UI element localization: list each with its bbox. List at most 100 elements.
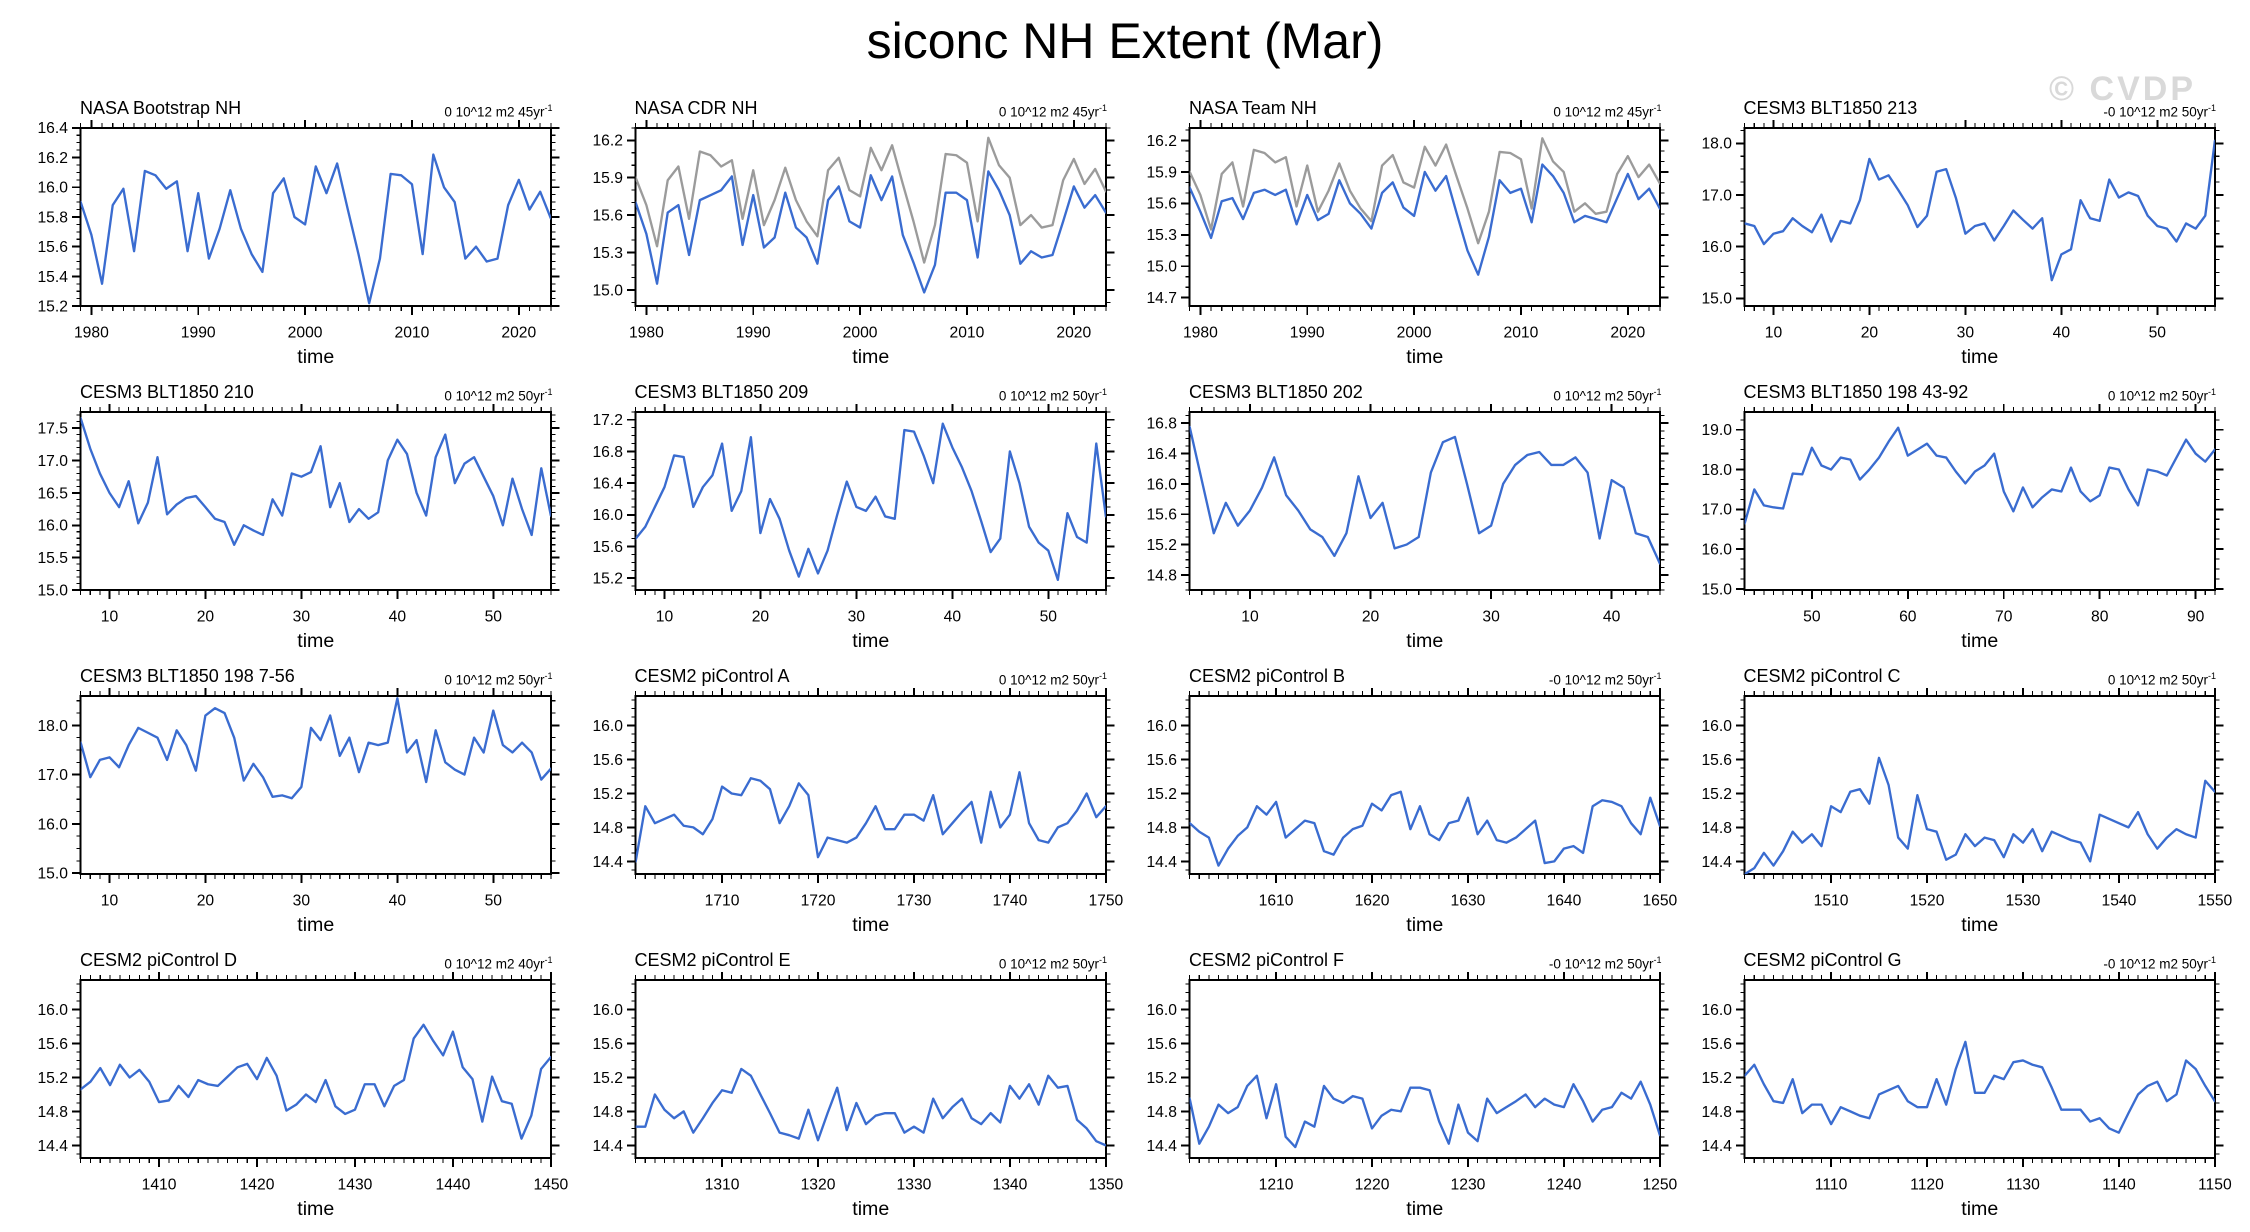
x-tick-label: 1710 bbox=[704, 892, 739, 909]
trend-annotation: 0 10^12 m2 50yr-1 bbox=[1553, 387, 1661, 404]
y-tick-label: 15.0 bbox=[37, 582, 68, 599]
x-tick-label: 1310 bbox=[704, 1176, 739, 1193]
y-tick-label: 16.0 bbox=[592, 507, 623, 524]
x-axis-label: time bbox=[1406, 1198, 1443, 1220]
page-header: siconc NH Extent (Mar) © CVDP bbox=[0, 0, 2250, 108]
panel-chart: 14.4 14.8 15.2 15.6 16.0 1510 1520 1530 1540 1550… bbox=[1701, 688, 2232, 936]
panel-header: CESM3 BLT1850 209 0 10^12 m2 50yr-1 bbox=[573, 378, 1124, 404]
y-tick-label: 14.4 bbox=[1701, 854, 1732, 871]
x-tick-label: 40 bbox=[1603, 608, 1621, 625]
panel-chart: 15.0 16.0 17.0 18.0 10 20 30 40 50 time bbox=[37, 688, 560, 936]
y-tick-label: 16.0 bbox=[1701, 1002, 1732, 1019]
x-axis-label: time bbox=[852, 346, 889, 368]
y-tick-label: 15.3 bbox=[592, 245, 623, 262]
x-tick-label: 10 bbox=[101, 892, 119, 909]
y-tick-label: 15.6 bbox=[1146, 507, 1177, 524]
trend-annotation: 0 10^12 m2 50yr-1 bbox=[999, 671, 1107, 688]
trend-annotation: -0 10^12 m2 50yr-1 bbox=[2103, 955, 2216, 972]
data-line bbox=[80, 417, 551, 546]
panel-title: CESM3 BLT1850 198 7-56 bbox=[80, 666, 295, 686]
trend-exponent: -1 bbox=[1098, 102, 1107, 113]
panel-title: CESM2 piControl E bbox=[634, 950, 791, 970]
data-line bbox=[80, 1023, 551, 1140]
x-tick-label: 1990 bbox=[181, 324, 216, 341]
data-line bbox=[1744, 756, 2215, 875]
trend-annotation: -0 10^12 m2 50yr-1 bbox=[1549, 671, 1662, 688]
data-line bbox=[80, 697, 551, 800]
y-tick-label: 15.6 bbox=[37, 1036, 68, 1053]
chart-panel: CESM2 piControl B -0 10^12 m2 50yr-1 14.4 1… bbox=[1127, 662, 1677, 946]
x-tick-label: 2010 bbox=[395, 324, 430, 341]
y-tick-label: 14.4 bbox=[592, 1138, 623, 1155]
x-axis-label: time bbox=[1406, 346, 1443, 368]
x-tick-label: 1610 bbox=[1259, 892, 1294, 909]
x-axis-label: time bbox=[852, 914, 889, 936]
x-tick-label: 20 bbox=[1362, 608, 1380, 625]
trend-text: 0 10^12 m2 50yr bbox=[2107, 672, 2208, 687]
data-line bbox=[1189, 1074, 1660, 1149]
panel-title: CESM3 BLT1850 198 43-92 bbox=[1743, 382, 1969, 402]
x-axis-label: time bbox=[297, 630, 334, 652]
x-axis-label: time bbox=[1961, 630, 1998, 652]
x-tick-label: 1510 bbox=[1813, 892, 1848, 909]
x-tick-label: 1230 bbox=[1451, 1176, 1486, 1193]
y-tick-label: 16.0 bbox=[592, 1002, 623, 1019]
trend-exponent: -1 bbox=[2207, 102, 2216, 113]
x-tick-label: 50 bbox=[1803, 608, 1821, 625]
x-tick-label: 1630 bbox=[1451, 892, 1486, 909]
x-tick-label: 60 bbox=[1899, 608, 1917, 625]
plot-frame bbox=[634, 126, 1107, 308]
x-tick-label: 1980 bbox=[628, 324, 663, 341]
x-tick-label: 1240 bbox=[1546, 1176, 1581, 1193]
panel-title: NASA CDR NH bbox=[634, 98, 758, 118]
panel-header: CESM3 BLT1850 202 0 10^12 m2 50yr-1 bbox=[1127, 378, 1678, 404]
panel-title: CESM2 piControl C bbox=[1743, 666, 1901, 686]
x-tick-label: 80 bbox=[2091, 608, 2109, 625]
y-tick-label: 15.6 bbox=[1146, 196, 1177, 213]
panel-title: CESM3 BLT1850 213 bbox=[1743, 98, 1918, 118]
trend-exponent: -1 bbox=[1098, 954, 1107, 965]
trend-exponent: -1 bbox=[2207, 954, 2216, 965]
trend-annotation: 0 10^12 m2 50yr-1 bbox=[444, 671, 552, 688]
panel-chart: 15.0 16.0 17.0 18.0 10 20 30 40 50 time bbox=[1701, 120, 2224, 368]
x-tick-label: 1520 bbox=[1909, 892, 1944, 909]
y-tick-label: 17.0 bbox=[37, 453, 68, 470]
major-ticks bbox=[626, 120, 1115, 315]
x-tick-label: 1350 bbox=[1088, 1176, 1123, 1193]
page-title: siconc NH Extent (Mar) bbox=[866, 13, 1384, 69]
x-tick-label: 30 bbox=[1482, 608, 1500, 625]
y-tick-label: 15.6 bbox=[592, 539, 623, 556]
x-tick-label: 20 bbox=[197, 892, 215, 909]
y-tick-label: 17.2 bbox=[592, 412, 622, 429]
y-tick-label: 14.4 bbox=[37, 1138, 68, 1155]
plot-frame bbox=[1188, 978, 1661, 1160]
x-tick-label: 50 bbox=[485, 892, 503, 909]
minor-ticks bbox=[630, 690, 1110, 880]
x-axis-label: time bbox=[852, 630, 889, 652]
major-ticks bbox=[71, 972, 560, 1167]
y-tick-label: 14.8 bbox=[1146, 567, 1177, 584]
panel-header: CESM2 piControl C 0 10^12 m2 50yr-1 bbox=[1682, 662, 2233, 688]
y-tick-label: 16.0 bbox=[1701, 239, 1732, 256]
y-tick-label: 17.0 bbox=[1701, 502, 1732, 519]
trend-exponent: -1 bbox=[1098, 670, 1107, 681]
y-tick-label: 16.4 bbox=[592, 476, 623, 493]
y-tick-label: 15.6 bbox=[592, 207, 623, 224]
y-tick-label: 14.8 bbox=[1701, 820, 1732, 837]
major-ticks bbox=[71, 688, 560, 883]
trend-text: 0 10^12 m2 50yr bbox=[998, 956, 1099, 971]
trend-exponent: -1 bbox=[544, 670, 553, 681]
trend-text: -0 10^12 m2 50yr bbox=[1548, 672, 1654, 687]
y-tick-label: 14.8 bbox=[1146, 1104, 1177, 1121]
panel-title: NASA Bootstrap NH bbox=[80, 98, 242, 118]
trend-text: 0 10^12 m2 45yr bbox=[1553, 104, 1654, 119]
panel-header: NASA Team NH 0 10^12 m2 45yr-1 bbox=[1127, 94, 1678, 120]
panel-title: CESM3 BLT1850 210 bbox=[80, 382, 254, 402]
major-ticks bbox=[1180, 120, 1669, 315]
x-tick-label: 1650 bbox=[1642, 892, 1677, 909]
y-tick-label: 14.8 bbox=[1146, 820, 1177, 837]
x-tick-label: 30 bbox=[293, 608, 311, 625]
y-tick-label: 15.5 bbox=[37, 550, 68, 567]
panel-chart: 15.2 15.6 16.0 16.4 16.8 17.2 10 20 30 40 50 time bbox=[592, 404, 1115, 652]
